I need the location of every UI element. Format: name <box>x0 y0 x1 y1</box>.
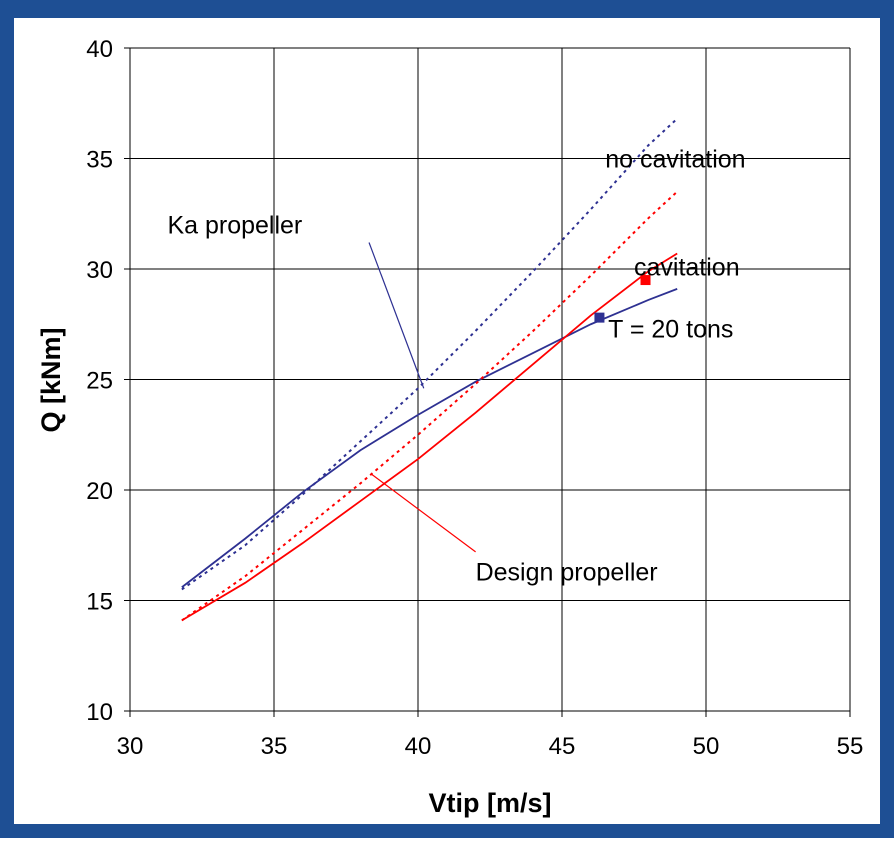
series-line-design_no_cavitation <box>181 190 678 622</box>
x-axis-label: Vtip [m/s] <box>428 788 551 818</box>
x-tick-label: 55 <box>837 733 864 760</box>
series-line-ka_no_cavitation <box>181 117 678 591</box>
x-tick-label: 30 <box>117 733 144 760</box>
x-tick-label: 45 <box>549 733 576 760</box>
annotation-cavitation: cavitation <box>634 254 740 282</box>
y-tick-label: 40 <box>86 36 113 63</box>
plot-panel <box>14 18 880 824</box>
annotation-design_propeller: Design propeller <box>476 559 658 587</box>
marker-ka_point <box>594 312 605 323</box>
y-tick-label: 20 <box>86 478 113 505</box>
series-line-ka_cavitation <box>181 288 678 588</box>
annotation-no_cavitation: no cavitation <box>605 145 745 173</box>
annotations: no cavitation cavitation T = 20 tons Ka pro… <box>167 145 745 586</box>
x-tick-label: 50 <box>693 733 720 760</box>
markers <box>594 275 651 323</box>
annotation-t_20_tons: T = 20 tons <box>608 316 733 344</box>
y-tick-label: 30 <box>86 257 113 284</box>
y-tick-label: 15 <box>86 589 113 616</box>
x-tick-label: 40 <box>405 733 432 760</box>
y-tick-label: 35 <box>86 147 113 174</box>
tick-labels: 30 35 40 45 50 55 10 15 20 25 30 35 40 <box>86 36 863 760</box>
series-line-design_cavitation <box>181 252 678 622</box>
x-tick-label: 35 <box>261 733 288 760</box>
y-tick-label: 10 <box>86 699 113 726</box>
series <box>181 117 678 622</box>
grid <box>124 47 851 717</box>
annotation-ka_propeller: Ka propeller <box>167 212 302 240</box>
leader-design_propeller <box>371 474 476 553</box>
leader-ka_propeller <box>368 242 425 389</box>
y-axis-label: Q [kNm] <box>36 327 66 432</box>
marker-design_point <box>640 275 651 286</box>
y-tick-label: 25 <box>86 368 113 395</box>
